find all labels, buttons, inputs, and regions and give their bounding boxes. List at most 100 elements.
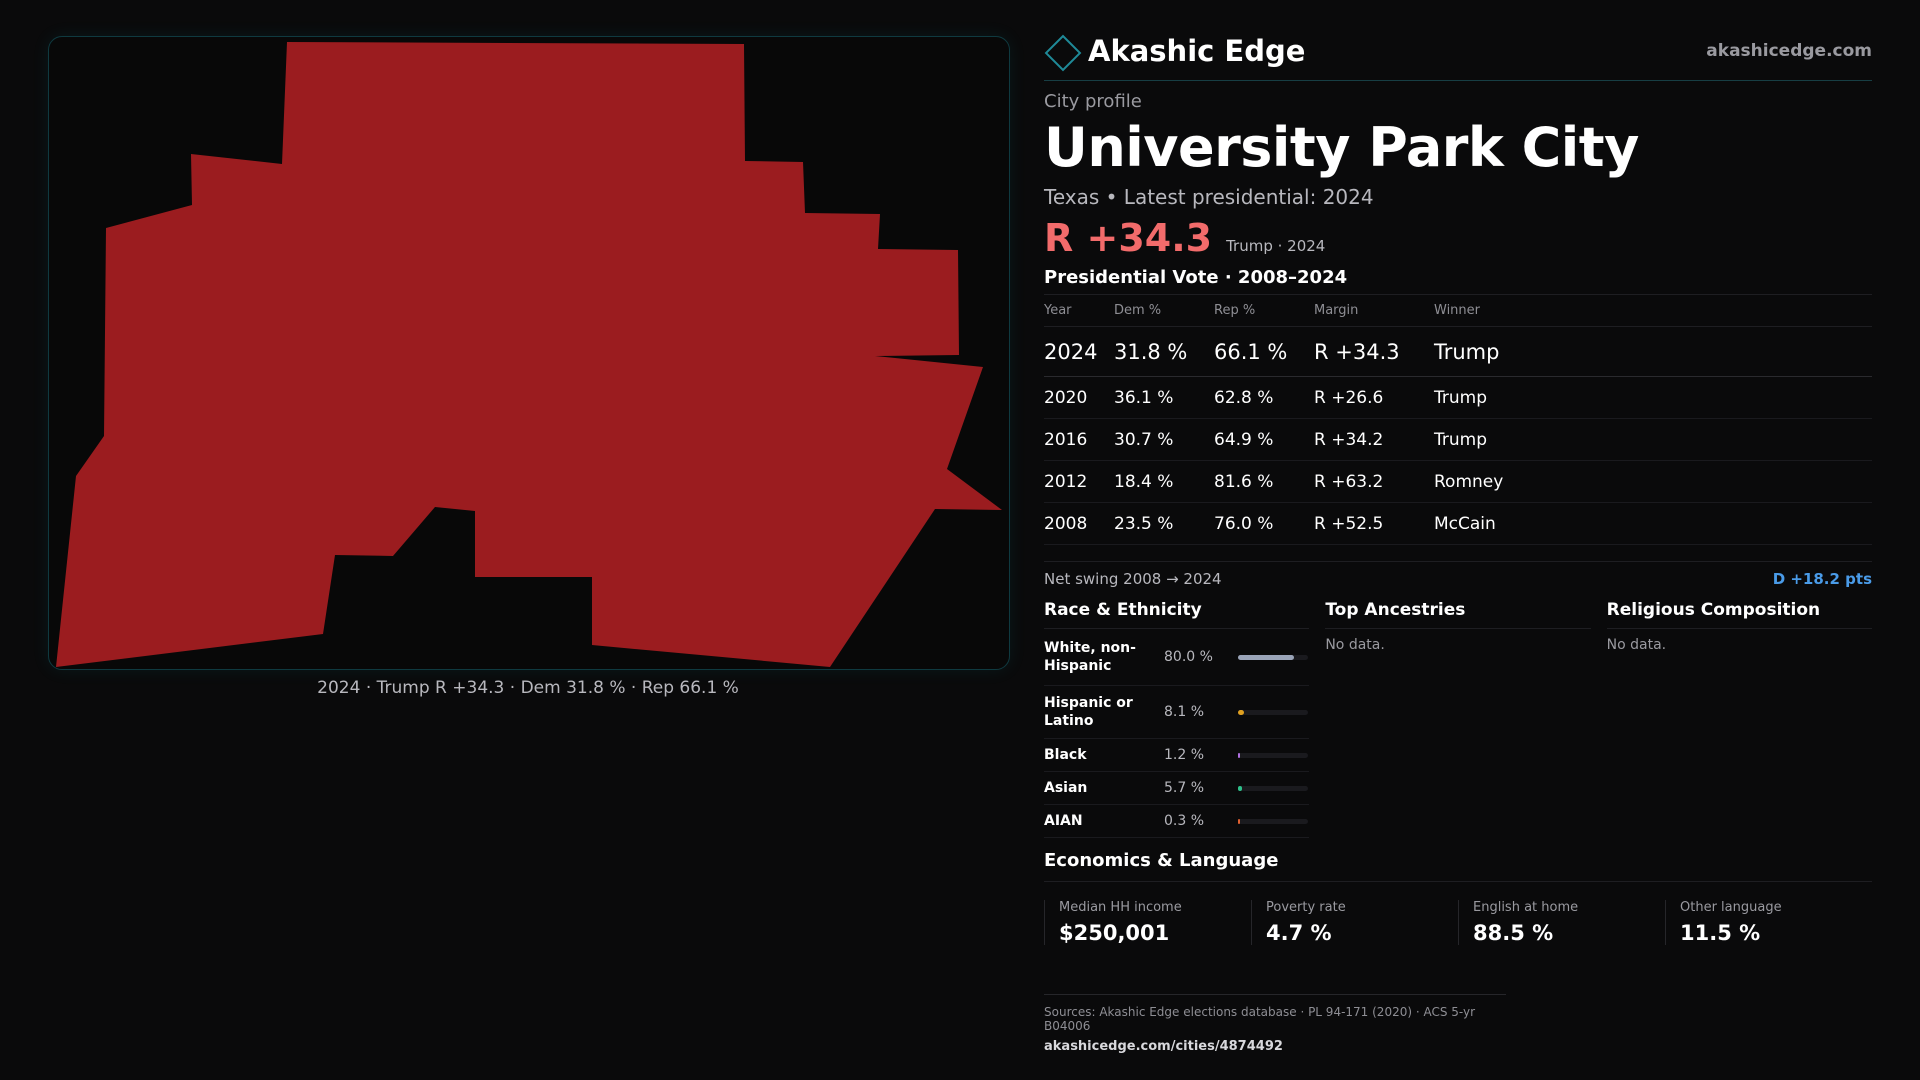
race-value: 8.1 % — [1164, 704, 1205, 720]
vote-section-title: Presidential Vote · 2008–2024 — [1044, 267, 1348, 288]
diamond-outline-icon — [1044, 34, 1082, 72]
race-row: Black 1.2 % — [1044, 739, 1310, 772]
row-winner: Trump — [1434, 376, 1872, 419]
econ-label: English at home — [1473, 900, 1579, 915]
city-boundary-shape — [56, 42, 1002, 667]
race-label: AIAN — [1044, 813, 1083, 829]
race-bar-fill — [1238, 752, 1240, 758]
brand-url-link[interactable]: akashicedge.com — [1706, 41, 1872, 61]
econ-value: $250,001 — [1059, 921, 1170, 945]
religion-section-title: Religious Composition — [1606, 600, 1872, 629]
race-label: Asian — [1044, 780, 1088, 796]
row-dem: 31.8 % — [1114, 326, 1214, 377]
race-label: Hispanic or Latino — [1044, 695, 1133, 729]
race-row: AIAN 0.3 % — [1044, 805, 1310, 838]
row-margin: R +52.5 — [1314, 502, 1434, 545]
econ-value: 4.7 % — [1266, 921, 1332, 945]
race-list: White, non-Hispanic 80.0 % Hispanic or Lat… — [1044, 629, 1310, 838]
row-margin: R +34.3 — [1314, 326, 1434, 377]
row-margin: R +63.2 — [1314, 460, 1434, 503]
row-dem: 36.1 % — [1114, 376, 1214, 419]
row-dem: 18.4 % — [1114, 460, 1214, 503]
race-row: Asian 5.7 % — [1044, 772, 1310, 805]
race-bar-fill — [1238, 709, 1244, 715]
row-year: 2020 — [1044, 376, 1114, 419]
row-rep: 64.9 % — [1214, 418, 1314, 461]
vote-table-header: Year Dem % Rep % Margin Winner — [1044, 294, 1872, 327]
race-value: 0.3 % — [1164, 813, 1205, 829]
race-value: 5.7 % — [1164, 780, 1205, 796]
race-bar-track — [1238, 709, 1308, 715]
header-year: Year — [1044, 294, 1114, 327]
economics-grid: Median HH income $250,001 Poverty rate 4… — [1044, 900, 1872, 945]
row-year: 2012 — [1044, 460, 1114, 503]
brand-header: Akashic Edge akashicedge.com — [1044, 32, 1872, 72]
sources-url-link[interactable]: akashicedge.com/cities/4874492 — [1044, 1039, 1283, 1054]
latest-margin-note: Trump · 2024 — [1226, 237, 1326, 255]
table-row: 2016 30.7 % 64.9 % R +34.2 Trump — [1044, 418, 1872, 461]
table-row: 2008 23.5 % 76.0 % R +52.5 McCain — [1044, 502, 1872, 545]
row-margin: R +26.6 — [1314, 376, 1434, 419]
row-year: 2016 — [1044, 418, 1114, 461]
page-title: University Park City — [1044, 116, 1639, 179]
ancestries-section-title: Top Ancestries — [1325, 600, 1591, 629]
row-year: 2008 — [1044, 502, 1114, 545]
city-profile-panel: Akashic Edge akashicedge.com City profil… — [1044, 32, 1872, 945]
economics-section-title: Economics & Language — [1044, 850, 1872, 882]
race-label: Black — [1044, 747, 1087, 763]
econ-value: 11.5 % — [1680, 921, 1761, 945]
race-bar-track — [1238, 654, 1308, 660]
sources-line: Sources: Akashic Edge elections database… — [1044, 1005, 1476, 1033]
brand[interactable]: Akashic Edge — [1044, 34, 1306, 72]
map-caption: 2024 · Trump R +34.3 · Dem 31.8 % · Rep … — [317, 678, 739, 698]
row-year: 2024 — [1044, 326, 1114, 377]
city-map[interactable] — [48, 36, 1010, 670]
race-bar-track — [1238, 752, 1308, 758]
header-winner: Winner — [1434, 294, 1872, 327]
table-row: 2012 18.4 % 81.6 % R +63.2 Romney — [1044, 460, 1872, 503]
econ-label: Median HH income — [1059, 900, 1182, 915]
race-value: 1.2 % — [1164, 747, 1205, 763]
race-bar-fill — [1238, 818, 1240, 824]
header-rep: Rep % — [1214, 294, 1314, 327]
latest-margin-value: R +34.3 — [1044, 216, 1213, 260]
table-row: 2020 36.1 % 62.8 % R +26.6 Trump — [1044, 376, 1872, 419]
row-rep: 76.0 % — [1214, 502, 1314, 545]
race-bar-track — [1238, 785, 1308, 791]
header-margin: Margin — [1314, 294, 1434, 327]
ancestries-section: Top Ancestries No data. — [1325, 600, 1591, 838]
race-section: Race & Ethnicity White, non-Hispanic 80.0… — [1044, 600, 1310, 838]
econ-value: 88.5 % — [1473, 921, 1554, 945]
race-row: White, non-Hispanic 80.0 % — [1044, 629, 1310, 686]
race-bar-fill — [1238, 654, 1294, 660]
brand-name: Akashic Edge — [1088, 34, 1306, 68]
row-winner: McCain — [1434, 502, 1872, 545]
net-swing: Net swing 2008 → 2024 D +18.2 pts — [1044, 561, 1872, 588]
race-label: White, non-Hispanic — [1044, 640, 1136, 674]
header-dem: Dem % — [1114, 294, 1214, 327]
econ-poverty-rate: Poverty rate 4.7 % — [1251, 900, 1458, 945]
row-rep: 62.8 % — [1214, 376, 1314, 419]
profile-label: City profile — [1044, 91, 1142, 112]
vote-table: Year Dem % Rep % Margin Winner 2024 31.8… — [1044, 294, 1872, 545]
religion-section: Religious Composition No data. — [1606, 600, 1872, 838]
row-winner: Trump — [1434, 326, 1872, 377]
net-swing-label: Net swing 2008 → 2024 — [1044, 570, 1222, 588]
econ-label: Other language — [1680, 900, 1782, 915]
econ-other-language: Other language 11.5 % — [1665, 900, 1872, 945]
row-dem: 23.5 % — [1114, 502, 1214, 545]
row-margin: R +34.2 — [1314, 418, 1434, 461]
econ-median-income: Median HH income $250,001 — [1044, 900, 1251, 945]
race-row: Hispanic or Latino 8.1 % — [1044, 686, 1310, 739]
city-boundary-map — [56, 42, 1002, 667]
race-bar-fill — [1238, 785, 1242, 791]
race-section-title: Race & Ethnicity — [1044, 600, 1310, 629]
race-value: 80.0 % — [1164, 649, 1213, 665]
religion-empty: No data. — [1606, 637, 1667, 653]
econ-label: Poverty rate — [1266, 900, 1346, 915]
table-row: 2024 31.8 % 66.1 % R +34.3 Trump — [1044, 326, 1872, 377]
demographics-columns: Race & Ethnicity White, non-Hispanic 80.0… — [1044, 600, 1872, 838]
latest-margin: R +34.3 Trump · 2024 — [1044, 215, 1872, 261]
row-rep: 66.1 % — [1214, 326, 1314, 377]
header-divider — [1044, 80, 1872, 81]
